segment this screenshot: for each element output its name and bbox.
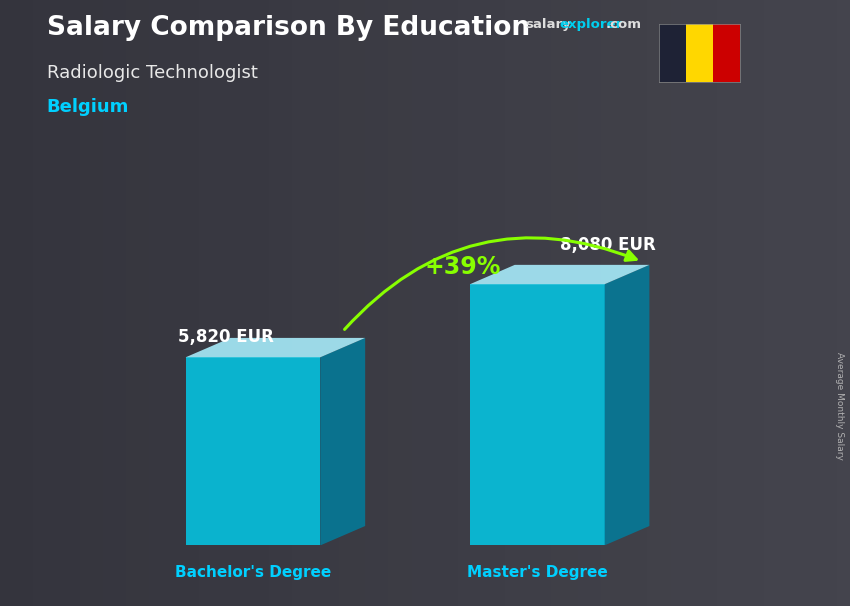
Text: 5,820 EUR: 5,820 EUR xyxy=(178,328,274,346)
Text: Salary Comparison By Education: Salary Comparison By Education xyxy=(47,15,530,41)
Text: Belgium: Belgium xyxy=(47,98,129,116)
Bar xyxy=(659,24,686,82)
Polygon shape xyxy=(185,338,366,358)
Polygon shape xyxy=(604,265,649,545)
Text: 8,080 EUR: 8,080 EUR xyxy=(559,236,655,253)
Polygon shape xyxy=(320,338,366,545)
Text: explorer: explorer xyxy=(559,18,622,31)
Bar xyxy=(712,24,740,82)
Bar xyxy=(686,24,712,82)
Polygon shape xyxy=(185,358,320,545)
Text: +39%: +39% xyxy=(424,256,501,279)
Text: .com: .com xyxy=(605,18,641,31)
Polygon shape xyxy=(470,284,604,545)
Text: salary: salary xyxy=(525,18,571,31)
Text: Average Monthly Salary: Average Monthly Salary xyxy=(835,352,844,460)
Polygon shape xyxy=(470,265,649,284)
Text: Radiologic Technologist: Radiologic Technologist xyxy=(47,64,258,82)
